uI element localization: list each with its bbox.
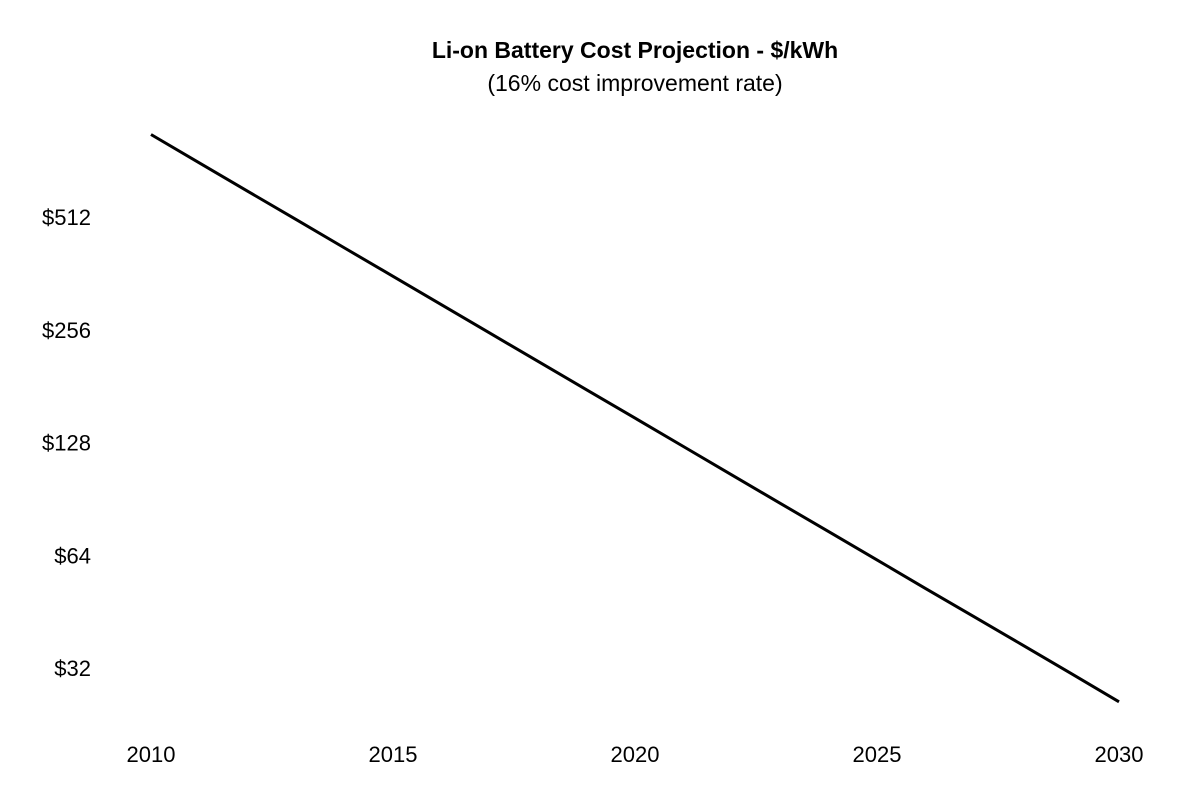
x-tick-label: 2020 [611,742,660,767]
y-tick-label: $32 [54,656,91,681]
series [150,133,1120,704]
x-tick-label: 2025 [853,742,902,767]
chart-title: Li-on Battery Cost Projection - $/kWh [432,37,838,63]
y-tick-label: $512 [42,205,91,230]
cost-line [150,133,1120,704]
chart-subtitle: (16% cost improvement rate) [487,70,782,96]
y-tick-label: $128 [42,431,91,456]
x-axis: 2010 2015 2020 2025 2030 [127,742,1144,767]
x-tick-label: 2015 [369,742,418,767]
y-tick-label: $256 [42,318,91,343]
y-axis: $512 $256 $128 $64 $32 [42,205,91,681]
y-tick-label: $64 [54,543,91,568]
x-tick-label: 2030 [1095,742,1144,767]
x-tick-label: 2010 [127,742,176,767]
